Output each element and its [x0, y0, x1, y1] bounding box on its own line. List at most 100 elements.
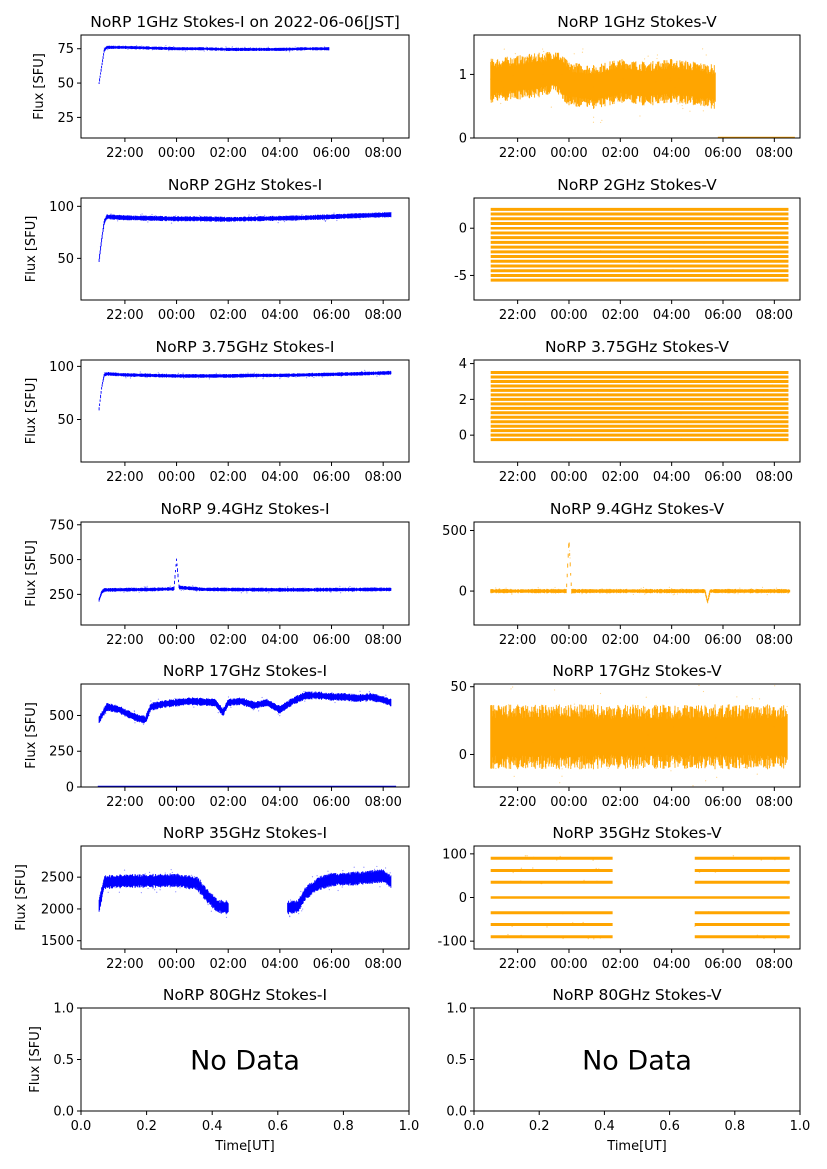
outlier-point	[501, 80, 503, 82]
stray-point	[627, 412, 629, 414]
ytick-label: 50	[57, 252, 74, 267]
outlier-point	[277, 713, 279, 715]
outlier-point	[277, 222, 279, 224]
outlier-point	[373, 587, 375, 590]
xtick-label: 06:00	[313, 795, 350, 810]
series-p4v-0	[490, 542, 791, 604]
outlier-point	[186, 48, 188, 50]
outlier-point	[689, 110, 691, 112]
stray-point	[732, 855, 735, 857]
outlier-point	[170, 869, 172, 871]
stray-point	[559, 855, 561, 858]
outlier-point	[355, 695, 357, 697]
outlier-point	[150, 700, 152, 702]
outlier-point	[147, 878, 149, 881]
outlier-point	[169, 585, 171, 587]
outlier-point	[184, 50, 187, 52]
outlier-point	[379, 886, 381, 888]
ytick-label: 1.0	[53, 1002, 74, 1017]
stray-point	[535, 208, 537, 210]
outlier-point	[218, 588, 220, 590]
stray-point	[512, 871, 514, 874]
outlier-point	[743, 766, 745, 769]
outlier-point	[129, 377, 132, 379]
stray-point	[548, 411, 551, 414]
stray-point	[532, 867, 534, 869]
outlier-point	[374, 371, 377, 373]
outlier-point	[303, 690, 305, 693]
no-data-annotation: No Data	[582, 1046, 692, 1077]
outlier-point	[727, 708, 730, 710]
ytick-label: 250	[49, 745, 74, 760]
outlier-point	[510, 688, 512, 690]
stray-point	[747, 274, 750, 276]
outlier-point	[278, 48, 281, 51]
stray-point	[721, 375, 723, 378]
xtick-label: 02:00	[209, 470, 246, 485]
outlier-point	[679, 588, 682, 590]
outlier-point	[135, 48, 137, 50]
outlier-point	[198, 215, 201, 217]
outlier-point	[369, 692, 372, 694]
outlier-point	[135, 45, 138, 47]
outlier-point	[151, 590, 153, 592]
outlier-point	[672, 763, 674, 765]
outlier-point	[197, 377, 200, 379]
xtick-label: 1.0	[790, 1119, 811, 1134]
stray-point	[674, 213, 676, 215]
outlier-point	[707, 726, 709, 728]
outlier-point	[192, 585, 194, 587]
ytick-label: 0	[459, 891, 467, 906]
outlier-point	[252, 709, 254, 711]
outlier-point	[189, 586, 191, 589]
outlier-point	[360, 370, 363, 373]
outlier-point	[555, 592, 557, 594]
ylabel: Flux [SFU]	[24, 216, 39, 283]
outlier-point	[584, 71, 586, 74]
outlier-point	[300, 890, 302, 893]
outlier-point	[287, 912, 289, 914]
outlier-point	[250, 700, 252, 702]
xtick-label: 04:00	[261, 957, 298, 972]
stray-point	[729, 247, 731, 249]
ytick-label: 0	[66, 781, 74, 796]
outlier-point	[379, 374, 381, 376]
stray-point	[707, 911, 710, 913]
plot-area-p4v	[490, 542, 791, 604]
outlier-point	[511, 593, 513, 595]
outlier-point	[186, 880, 188, 883]
outlier-point	[351, 882, 353, 885]
outlier-point	[757, 745, 759, 747]
outlier-point	[712, 105, 714, 107]
stray-point	[788, 868, 790, 870]
panel-p2i: 50 100 22:00 00:00 02:00 04:00 06:00 08:00 NoRP …	[24, 176, 410, 323]
xtick-label: 06:00	[313, 146, 350, 161]
outlier-point	[123, 591, 125, 593]
stray-point	[674, 371, 676, 374]
ytick-label: 1	[459, 68, 467, 83]
outlier-point	[500, 102, 502, 105]
outlier-point	[333, 374, 335, 376]
outlier-point	[173, 884, 175, 887]
stray-point	[526, 855, 528, 857]
xtick-label: 22:00	[499, 795, 536, 810]
stray-point	[598, 868, 600, 870]
series-band	[490, 704, 788, 770]
stray-point	[562, 912, 564, 915]
outlier-point	[379, 372, 381, 374]
outlier-point	[147, 221, 149, 223]
outlier-point	[758, 698, 761, 700]
outlier-point	[213, 219, 215, 221]
outlier-point	[228, 49, 231, 51]
ytick-label: 100	[49, 200, 74, 215]
stray-point	[534, 256, 536, 258]
outlier-point	[701, 68, 704, 70]
xtick-label: 00:00	[158, 146, 195, 161]
outlier-point	[643, 590, 645, 592]
stray-point	[612, 424, 614, 427]
series-band	[98, 370, 392, 411]
outlier-point	[365, 700, 367, 702]
outlier-point	[224, 50, 226, 52]
stray-point	[513, 260, 516, 263]
outlier-point	[231, 46, 233, 48]
